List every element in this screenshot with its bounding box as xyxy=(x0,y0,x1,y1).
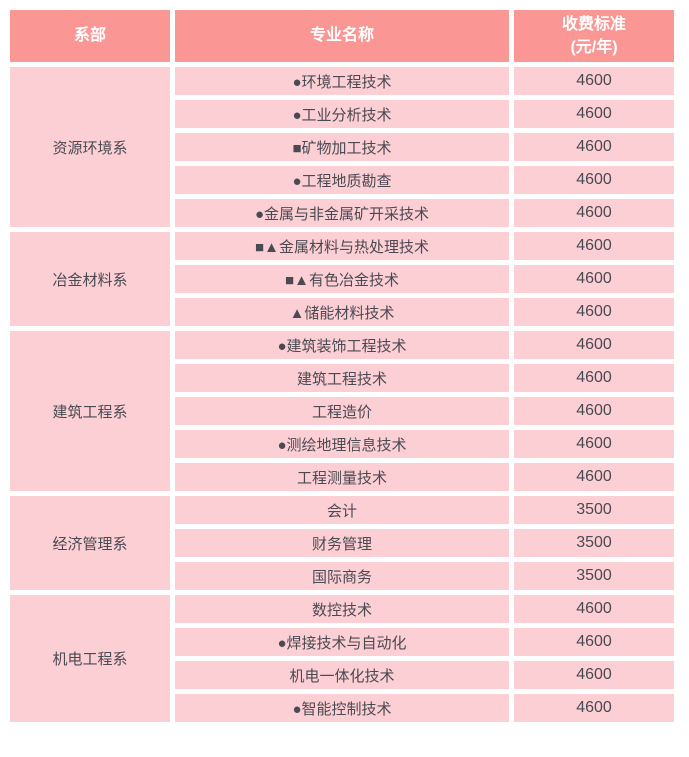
major-cell: ●环境工程技术 xyxy=(175,67,509,95)
fee-cell: 3500 xyxy=(514,496,674,524)
table-row: ●工程地质勘查 4600 xyxy=(10,166,674,194)
table-row: 国际商务 3500 xyxy=(10,562,674,590)
table-row: ■矿物加工技术 4600 xyxy=(10,133,674,161)
major-cell: 会计 xyxy=(175,496,509,524)
major-cell: ■▲有色冶金技术 xyxy=(175,265,509,293)
fee-cell: 4600 xyxy=(514,430,674,458)
major-cell: 财务管理 xyxy=(175,529,509,557)
table-row: 建筑工程技术 4600 xyxy=(10,364,674,392)
fee-cell: 4600 xyxy=(514,364,674,392)
table-row: ●工业分析技术 4600 xyxy=(10,100,674,128)
fee-cell: 4600 xyxy=(514,694,674,722)
fee-cell: 4600 xyxy=(514,661,674,689)
table-row: 建筑工程系 ●建筑装饰工程技术 4600 xyxy=(10,331,674,491)
fee-cell: 4600 xyxy=(514,397,674,425)
fee-cell: 3500 xyxy=(514,562,674,590)
fee-cell: 4600 xyxy=(514,463,674,491)
fee-cell: 4600 xyxy=(514,67,674,95)
table-row: 机电一体化技术 4600 xyxy=(10,661,674,689)
table-row: 工程造价 4600 xyxy=(10,397,674,425)
table-row: 工程测量技术 4600 xyxy=(10,463,674,491)
major-cell: 工程测量技术 xyxy=(175,463,509,491)
header-fee-line2: (元/年) xyxy=(570,39,618,56)
header-fee: 收费标准 (元/年) xyxy=(514,10,674,62)
fee-cell: 4600 xyxy=(514,232,674,260)
table-row: 财务管理 3500 xyxy=(10,529,674,557)
major-cell: ■▲金属材料与热处理技术 xyxy=(175,232,509,260)
fee-cell: 4600 xyxy=(514,298,674,326)
department-cell: 冶金材料系 xyxy=(10,232,170,326)
table-row: ●测绘地理信息技术 4600 xyxy=(10,430,674,458)
table-row: ●金属与非金属矿开采技术 4600 xyxy=(10,199,674,227)
fee-cell: 4600 xyxy=(514,331,674,359)
table-row: ●智能控制技术 4600 xyxy=(10,694,674,722)
fee-cell: 4600 xyxy=(514,199,674,227)
fee-cell: 4600 xyxy=(514,595,674,623)
fee-cell: 3500 xyxy=(514,529,674,557)
major-cell: ●工程地质勘查 xyxy=(175,166,509,194)
table-row: ▲储能材料技术 4600 xyxy=(10,298,674,326)
table-row: 冶金材料系 ■▲金属材料与热处理技术 4600 xyxy=(10,232,674,326)
department-cell: 建筑工程系 xyxy=(10,331,170,491)
major-cell: ●智能控制技术 xyxy=(175,694,509,722)
department-cell: 机电工程系 xyxy=(10,595,170,722)
fee-cell: 4600 xyxy=(514,265,674,293)
department-cell: 资源环境系 xyxy=(10,67,170,227)
major-cell: 建筑工程技术 xyxy=(175,364,509,392)
major-cell: ▲储能材料技术 xyxy=(175,298,509,326)
department-cell: 经济管理系 xyxy=(10,496,170,590)
major-cell: ■矿物加工技术 xyxy=(175,133,509,161)
major-cell: ●金属与非金属矿开采技术 xyxy=(175,199,509,227)
major-cell: ●焊接技术与自动化 xyxy=(175,628,509,656)
major-cell: ●测绘地理信息技术 xyxy=(175,430,509,458)
table-row: 经济管理系 会计 3500 xyxy=(10,496,674,590)
table-row: 资源环境系 ●环境工程技术 4600 xyxy=(10,67,674,227)
major-cell: ●建筑装饰工程技术 xyxy=(175,331,509,359)
header-row: 系部 专业名称 收费标准 (元/年) xyxy=(10,10,674,62)
fee-cell: 4600 xyxy=(514,100,674,128)
fee-cell: 4600 xyxy=(514,628,674,656)
major-cell: 机电一体化技术 xyxy=(175,661,509,689)
major-cell: 工程造价 xyxy=(175,397,509,425)
major-cell: 数控技术 xyxy=(175,595,509,623)
table-row: ●焊接技术与自动化 4600 xyxy=(10,628,674,656)
fee-table: 系部 专业名称 收费标准 (元/年) 资源环境系 ●环境工程技术 4600 ●工业分析… xyxy=(5,5,679,727)
fee-cell: 4600 xyxy=(514,166,674,194)
table-row: ■▲有色冶金技术 4600 xyxy=(10,265,674,293)
fee-cell: 4600 xyxy=(514,133,674,161)
table-row: 机电工程系 数控技术 4600 xyxy=(10,595,674,722)
header-fee-line1: 收费标准 xyxy=(561,15,626,33)
major-cell: 国际商务 xyxy=(175,562,509,590)
header-department: 系部 xyxy=(10,10,170,62)
header-major: 专业名称 xyxy=(175,10,509,62)
major-cell: ●工业分析技术 xyxy=(175,100,509,128)
